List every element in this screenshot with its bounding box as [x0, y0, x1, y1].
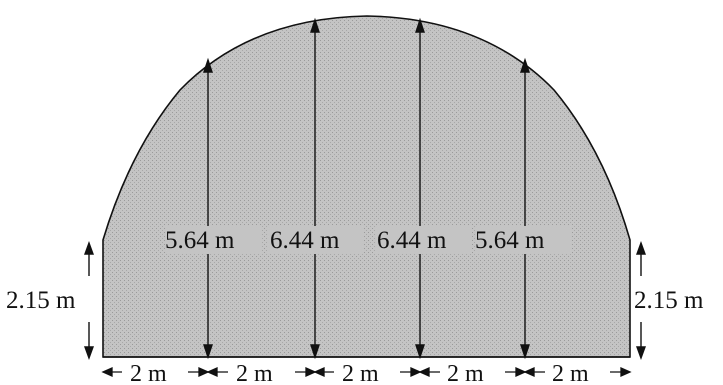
height-label-3: 6.44 m — [377, 227, 447, 254]
left-side-arrow-bottom — [84, 346, 94, 361]
height-label-mask-4 — [475, 226, 571, 254]
left-side-label: 2.15 m — [6, 287, 76, 314]
width-label-2: 2 m — [236, 361, 273, 385]
right-side-arrow-bottom — [636, 346, 646, 361]
height-line-3-arrow-bottom — [415, 344, 425, 360]
height-line-1-arrow-top — [203, 57, 213, 73]
height-line-2-arrow-bottom — [310, 344, 320, 360]
height-line-4-arrow-bottom — [520, 344, 530, 360]
height-label-mask-3 — [375, 226, 471, 254]
right-side-dimension — [636, 240, 646, 361]
width-label-1: 2 m — [130, 361, 167, 385]
height-line-1-arrow-bottom — [203, 344, 213, 360]
height-line-3-arrow-top — [415, 17, 425, 33]
height-lines — [203, 17, 530, 360]
left-side-arrow-top — [84, 240, 94, 255]
height-line-4-arrow-top — [520, 57, 530, 73]
width-label-5: 2 m — [552, 361, 589, 385]
right-side-arrow-top — [636, 240, 646, 255]
right-side-label: 2.15 m — [634, 287, 704, 314]
height-label-2: 6.44 m — [270, 227, 340, 254]
height-line-2-arrow-top — [310, 17, 320, 33]
height-label-mask-1 — [166, 226, 262, 254]
width-dimensions — [101, 366, 632, 378]
arch-region — [102, 15, 631, 358]
height-label-1: 5.64 m — [165, 227, 235, 254]
height-label-mask-2 — [268, 226, 364, 254]
width-label-4: 2 m — [447, 361, 484, 385]
left-side-dimension — [84, 240, 94, 361]
height-label-4: 5.64 m — [475, 227, 545, 254]
width-label-3: 2 m — [342, 361, 379, 385]
